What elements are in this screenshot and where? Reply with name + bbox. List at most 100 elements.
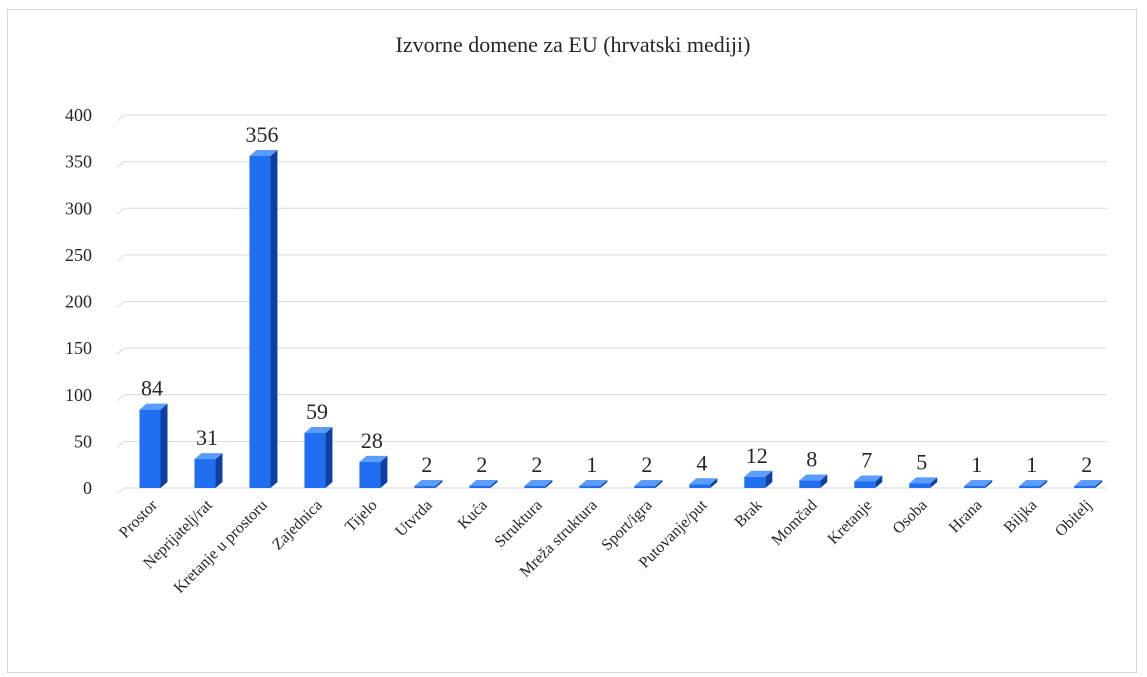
chart-title: Izvorne domene za EU (hrvatski mediji) — [395, 32, 751, 57]
bar — [909, 483, 931, 488]
y-tick-label: 300 — [65, 198, 92, 218]
y-tick-label: 250 — [65, 245, 92, 265]
bar — [854, 481, 876, 488]
bar-top — [304, 426, 333, 433]
data-label: 2 — [421, 452, 432, 477]
bar-side — [710, 478, 718, 488]
bar — [249, 156, 271, 488]
bar-top — [469, 480, 498, 486]
gridline-depth — [116, 207, 125, 215]
bar-side — [545, 480, 553, 488]
bar-top — [799, 474, 828, 481]
bar — [1074, 486, 1096, 488]
x-tick-label: Struktura — [492, 497, 546, 551]
data-label: 12 — [746, 443, 768, 468]
bar-top — [524, 480, 553, 486]
chart-frame: Izvorne domene za EU (hrvatski mediji) — [7, 9, 1137, 673]
bar — [469, 486, 491, 488]
data-label: 8 — [806, 447, 817, 472]
bar-side — [435, 480, 443, 488]
y-tick-label: 150 — [65, 338, 92, 358]
data-label: 2 — [531, 452, 542, 477]
bar-side — [985, 480, 993, 488]
bar-side — [1095, 480, 1103, 488]
bar — [414, 486, 436, 488]
y-tick-label: 350 — [65, 152, 92, 172]
bar-side — [875, 475, 883, 488]
bar-side — [655, 480, 663, 488]
gridline-depth — [116, 394, 125, 402]
bar-top — [579, 480, 608, 486]
bar — [579, 486, 601, 488]
bar — [799, 480, 821, 488]
data-label: 2 — [641, 452, 652, 477]
data-label: 1 — [586, 452, 597, 477]
x-tick-label: Utvrda — [392, 497, 435, 540]
bar-top — [909, 477, 938, 484]
bar-side — [215, 453, 223, 488]
bar-side — [325, 426, 333, 488]
gridline-depth — [116, 347, 125, 355]
bar — [524, 486, 546, 488]
bar-side — [820, 474, 828, 488]
bar — [304, 432, 326, 488]
data-label: 2 — [476, 452, 487, 477]
data-label: 4 — [696, 450, 707, 475]
gridline-depth — [116, 440, 125, 448]
bar-top — [249, 150, 278, 157]
x-tick-label: Kretanje u prostoru — [171, 497, 271, 597]
bar-top — [1019, 480, 1048, 486]
bar — [634, 486, 656, 488]
x-tick-label: Obitelj — [1052, 497, 1095, 540]
bar-side — [490, 480, 498, 488]
data-label: 2 — [1081, 452, 1092, 477]
y-tick-label: 0 — [83, 478, 92, 498]
x-tick-label: Brak — [732, 497, 766, 531]
bar-side — [600, 480, 608, 488]
bar-top — [854, 475, 883, 482]
bar-side — [380, 455, 388, 488]
bar-top — [194, 453, 223, 460]
bar-top — [634, 480, 663, 486]
bar — [689, 484, 711, 488]
bar — [1019, 486, 1041, 488]
gridline-depth — [116, 301, 125, 308]
data-label: 1 — [1026, 452, 1037, 477]
bar-side — [930, 477, 938, 488]
data-label: 5 — [916, 449, 927, 474]
bar-top — [744, 470, 773, 477]
x-tick-label: Tijelo — [342, 497, 381, 536]
x-tick-label: Prostor — [116, 496, 161, 541]
x-tick-label: Kretanje — [825, 497, 876, 548]
bar-top — [139, 403, 168, 410]
bar — [964, 486, 986, 488]
data-label: 7 — [861, 447, 872, 472]
bar — [194, 459, 216, 488]
x-tick-label: Kuća — [455, 497, 491, 533]
x-tick-label: Momčad — [768, 497, 820, 549]
x-tick-label: Biljka — [1001, 497, 1041, 537]
bar — [744, 476, 766, 488]
x-tick-label: Sport/igra — [598, 497, 655, 554]
bar-side — [270, 150, 278, 488]
x-tick-label: Osoba — [890, 497, 931, 538]
bar-top — [1074, 480, 1103, 486]
y-tick-label: 200 — [65, 292, 92, 312]
gridline-depth — [116, 114, 125, 122]
bar — [139, 409, 161, 488]
y-tick-label: 400 — [65, 105, 92, 125]
y-tick-label: 100 — [65, 385, 92, 405]
data-label: 31 — [196, 425, 218, 450]
bar — [359, 461, 381, 488]
bar-side — [160, 403, 168, 488]
y-tick-label: 50 — [74, 431, 92, 451]
bar-top — [964, 480, 993, 486]
bar-top — [359, 455, 388, 462]
bar-top — [414, 480, 443, 486]
x-tick-label: Hrana — [946, 497, 986, 537]
bar-side — [1040, 480, 1048, 488]
data-label: 28 — [361, 428, 383, 453]
data-label: 84 — [141, 376, 163, 401]
bar-side — [765, 470, 773, 488]
